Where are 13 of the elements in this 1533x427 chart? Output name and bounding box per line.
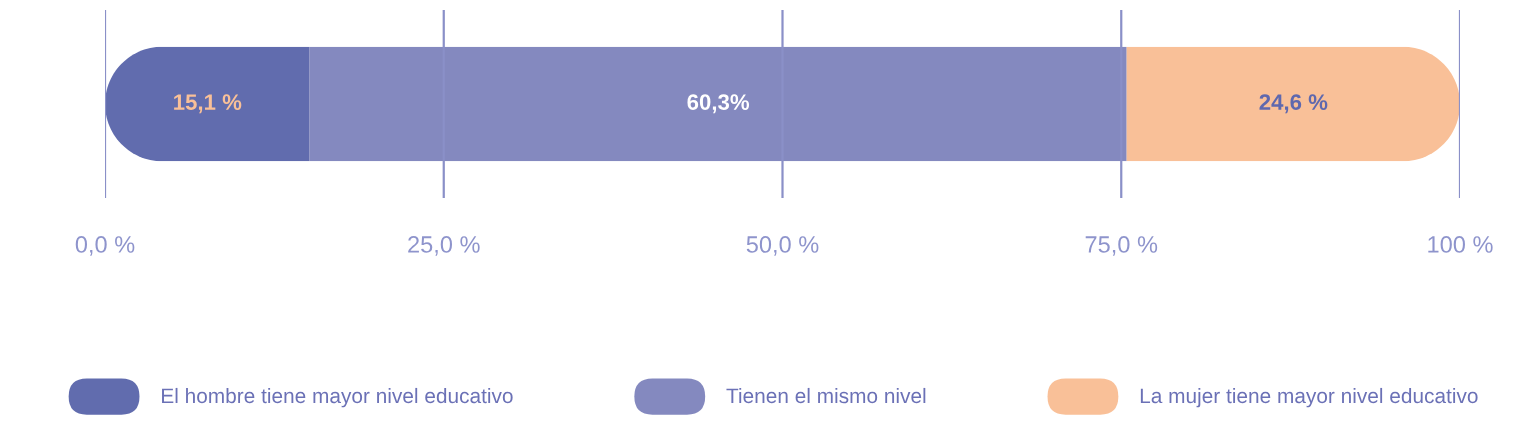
x-tick-label: 0,0 % [75,236,135,256]
legend-label: El hombre tiene mayor nivel educativo [162,387,513,408]
data-label: 24,6 % [1259,94,1328,114]
data-label: 60,3% [687,94,750,114]
x-tick-label: 75,0 % [1085,236,1158,256]
bar [105,46,310,162]
legend-label: La mujer tiene mayor nivel educativo [1140,387,1478,408]
x-tick-label: 100 % [1428,236,1493,253]
bar [1126,46,1460,162]
x-tick-label: 50,0 % [746,236,819,256]
legend-label: Tienen el mismo nivel [726,387,926,404]
data-label: 15,1 % [174,94,242,114]
x-tick-label: 25,0 % [408,236,480,256]
